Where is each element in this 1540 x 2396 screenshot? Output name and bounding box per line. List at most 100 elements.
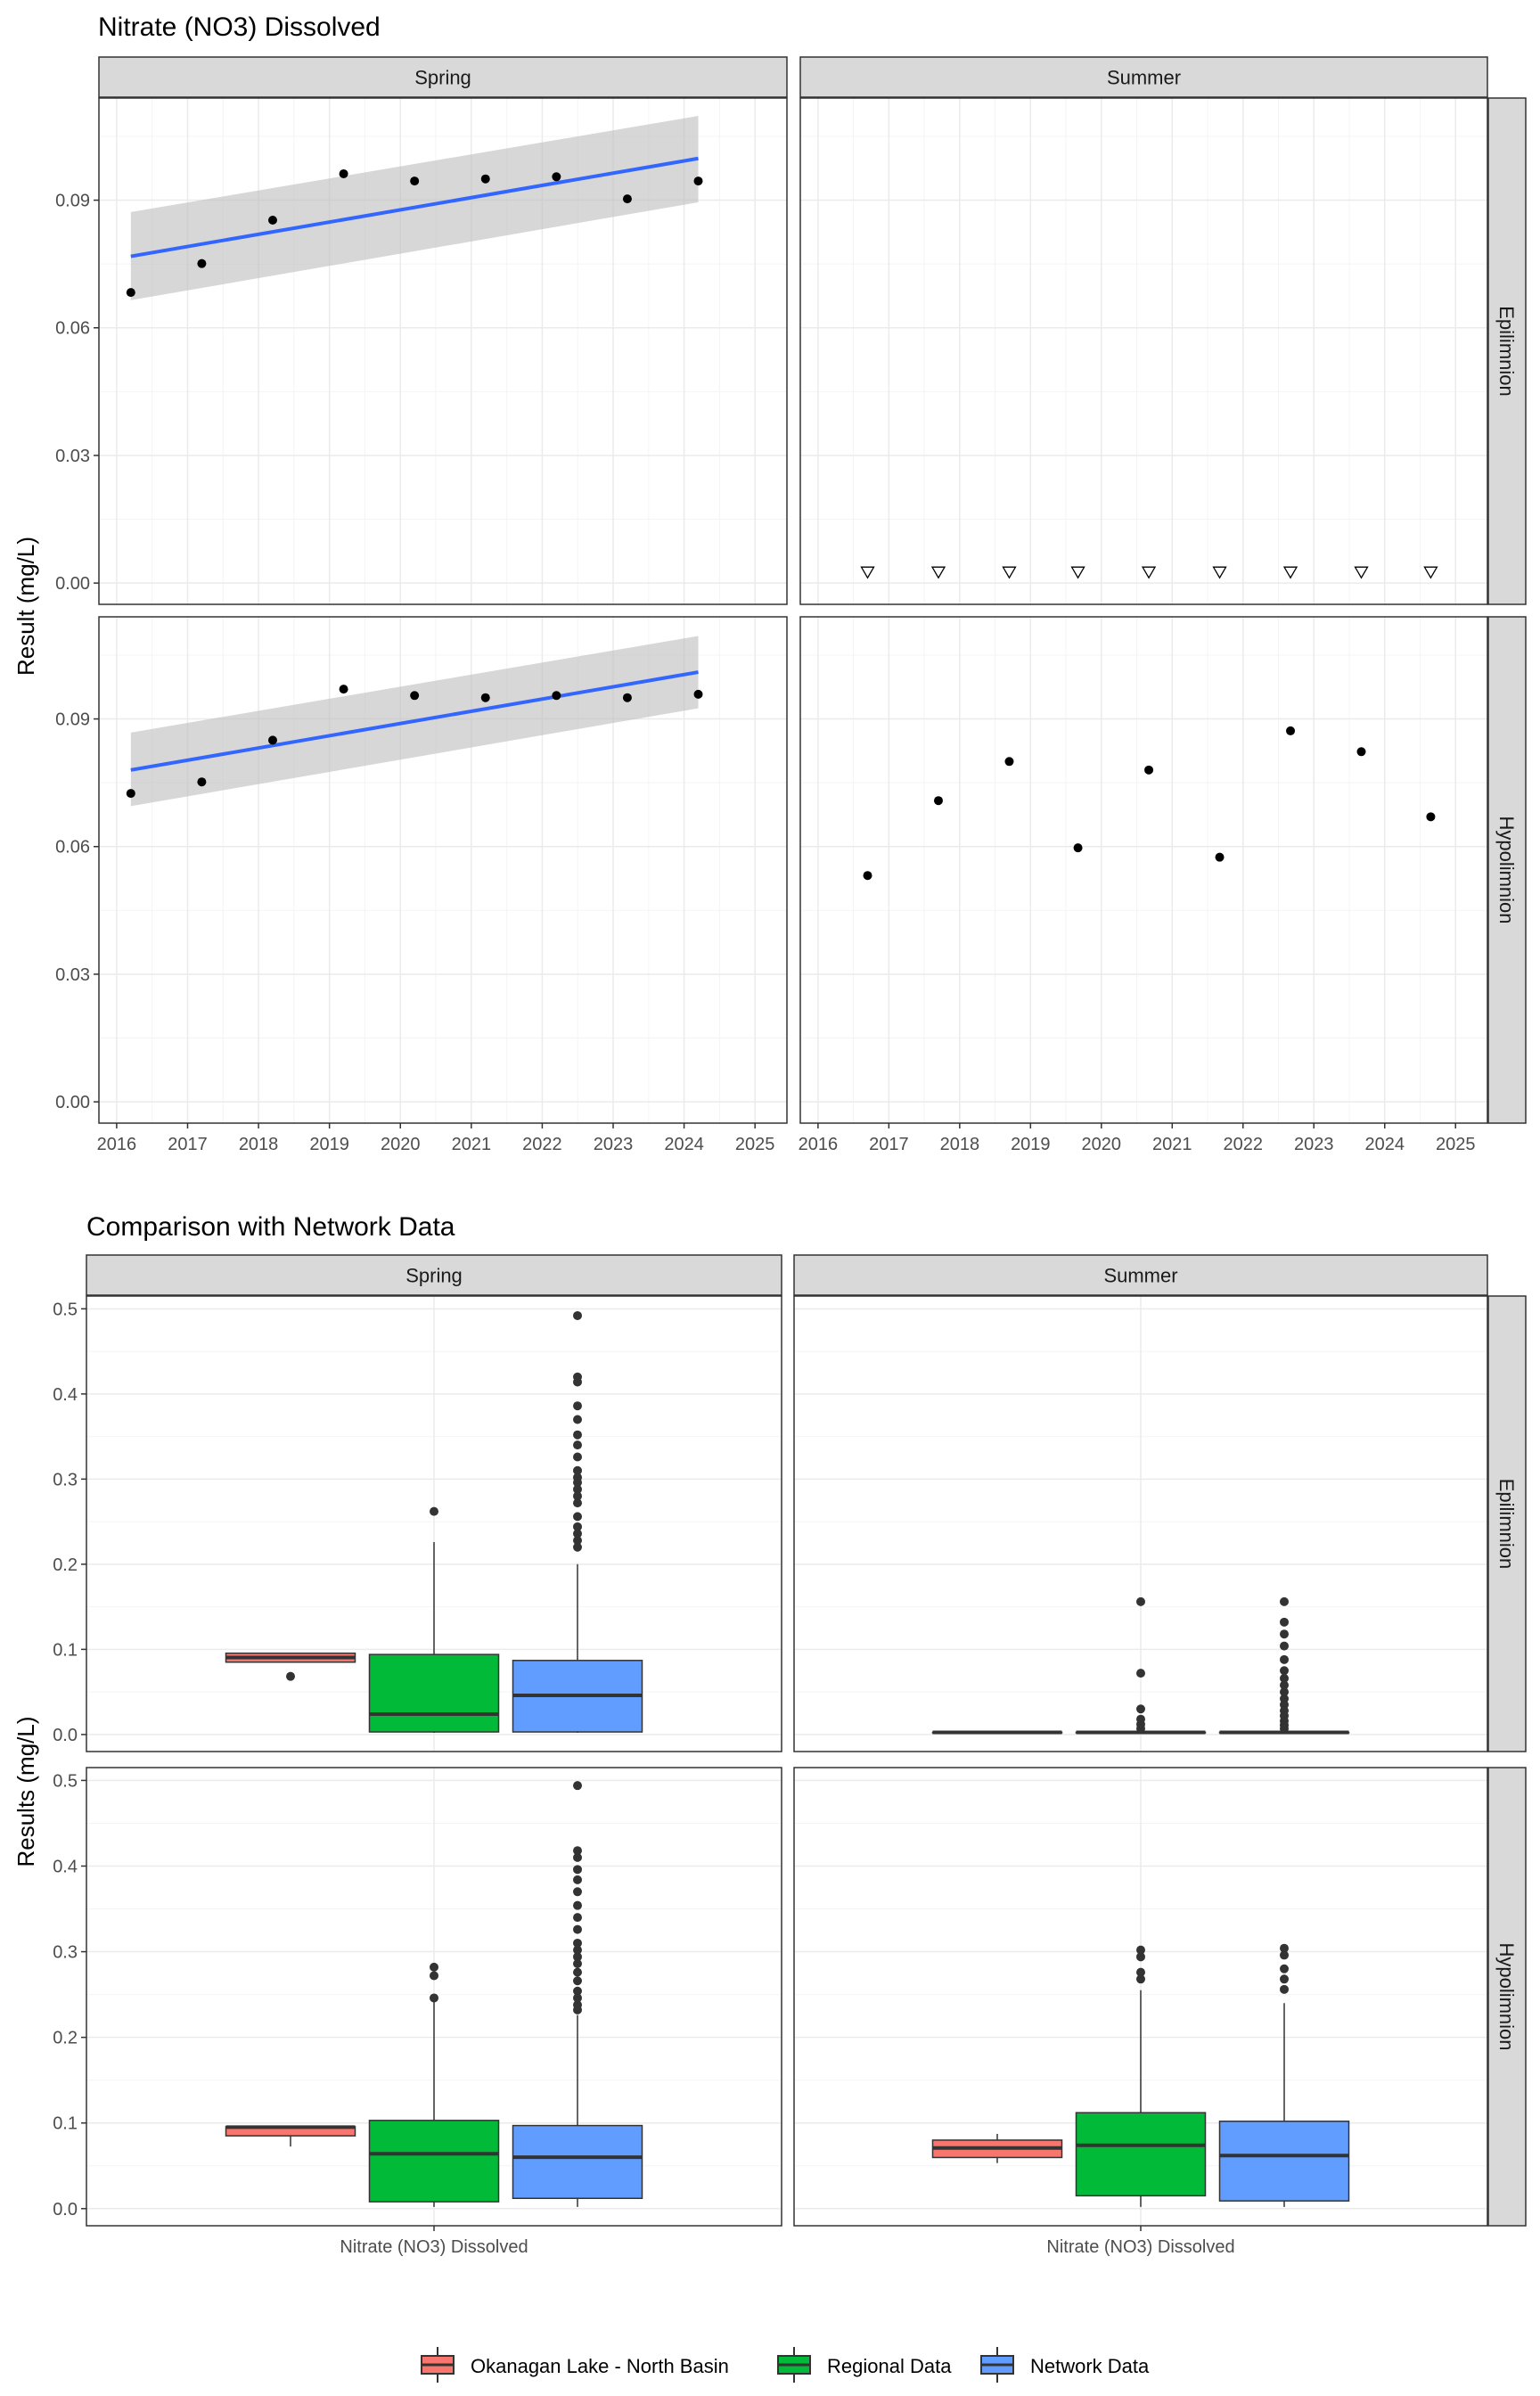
outlier-point (573, 1900, 582, 1910)
panel-summer-hypolimnion: Nitrate (NO3) Dissolved (793, 1767, 1488, 2257)
x-tick-label: 2017 (168, 1135, 208, 1154)
data-point (126, 789, 135, 799)
data-point (1215, 852, 1225, 862)
strip-label-hypolimnion: Hypolimnion (1495, 816, 1518, 923)
x-tick-label: 2016 (799, 1135, 839, 1154)
outlier-point (430, 1993, 438, 2003)
y-tick-label: 0.0 (53, 1726, 78, 1745)
outlier-point (573, 1401, 582, 1411)
outlier-point (1136, 1952, 1145, 1962)
outlier-point (573, 1865, 582, 1875)
x-tick-label: 2024 (1364, 1135, 1405, 1154)
outlier-point (430, 1506, 438, 1516)
outlier-point (573, 1993, 582, 2003)
data-point (552, 172, 561, 182)
legend-label-okanagan: Okanagan Lake - North Basin (471, 2355, 729, 2377)
strip-label-epilimnion: Epilimnion (1495, 1479, 1518, 1570)
below-detection-point (1002, 566, 1017, 579)
data-point (480, 693, 490, 702)
outlier-point (1280, 1680, 1289, 1690)
outlier-point (573, 2005, 582, 2014)
below-detection-point (930, 566, 946, 579)
outlier-point (430, 1971, 438, 1981)
outlier-point (1280, 1687, 1289, 1697)
outlier-point (573, 1377, 582, 1387)
outlier-point (573, 1913, 582, 1923)
y-tick-label: 0.4 (53, 1857, 78, 1876)
y-tick-label: 0.03 (55, 965, 90, 985)
outlier-point (573, 1887, 582, 1897)
below-detection-point (1212, 566, 1227, 579)
outlier-point (1136, 1945, 1145, 1955)
outlier-point (1280, 1641, 1289, 1651)
legend-entry-regional: Regional Data (777, 2347, 952, 2383)
y-tick-label: 0.4 (53, 1385, 78, 1405)
outlier-point (573, 1959, 582, 1969)
strip-top-spring (86, 1254, 782, 1296)
panel-summer-hypolimnion: 2016 2017 2018 2019 2020 2021 2022 2023 2024 2025 (799, 616, 1488, 1154)
outlier-point (1280, 1629, 1289, 1639)
data-point (1356, 747, 1366, 757)
data-point (1426, 812, 1436, 822)
outlier-point (573, 1522, 582, 1531)
outlier-point (573, 1952, 582, 1962)
outlier-point (1136, 1669, 1145, 1678)
chart-2-ylabel: Results (mg/L) (12, 1716, 39, 1867)
outlier-point (573, 1945, 582, 1955)
panel-summer-epilimnion (793, 1295, 1488, 1752)
below-detection-point (1354, 566, 1369, 579)
x-tick-label: 2020 (1082, 1135, 1122, 1154)
below-detection-point (1141, 566, 1157, 579)
x-tick-label: 2025 (735, 1135, 775, 1154)
y-tick-label: 0.00 (55, 1093, 90, 1112)
strip-label-hypolimnion: Hypolimnion (1495, 1942, 1518, 2050)
y-tick-label: 0.09 (55, 710, 90, 730)
x-tick-label: 2020 (381, 1135, 421, 1154)
chart-1-title: Nitrate (NO3) Dissolved (98, 12, 381, 42)
outlier-point (573, 1512, 582, 1522)
y-tick-label: 0.2 (53, 1555, 78, 1575)
x-tick-label: 2025 (1436, 1135, 1476, 1154)
x-tick-label: 2024 (664, 1135, 704, 1154)
strip-label-spring: Spring (405, 1265, 463, 1287)
legend-label-regional: Regional Data (827, 2355, 952, 2377)
strip-label-summer: Summer (1103, 1265, 1177, 1287)
below-detection-point (860, 566, 875, 579)
y-tick-label: 0.1 (53, 2114, 78, 2134)
trend-line (130, 156, 699, 258)
x-tick-label: 2021 (1152, 1135, 1192, 1154)
outlier-point (1280, 1950, 1289, 1960)
data-point (1286, 726, 1296, 735)
outlier-point (573, 1967, 582, 1977)
y-tick-label: 0.5 (53, 1771, 78, 1791)
box-regional-data (368, 1506, 500, 1733)
outlier-point (1136, 1596, 1145, 1606)
strip-top-summer (799, 56, 1488, 98)
y-tick-label: 0.06 (55, 319, 90, 339)
box-okanagan-lake-north-basin (931, 1730, 1063, 1735)
data-point (480, 174, 490, 184)
box-regional-data (368, 1962, 500, 2207)
x-tick-label: 2023 (594, 1135, 634, 1154)
data-point (267, 735, 277, 745)
panel-border (799, 616, 1488, 1124)
strip-right-hypolimnion (1487, 616, 1527, 1124)
box-iqr (368, 1653, 500, 1733)
panel-summer-epilimnion (799, 97, 1488, 605)
x-tick-label: 2022 (1224, 1135, 1264, 1154)
below-detection-point (1282, 566, 1298, 579)
x-tick-label: 2017 (869, 1135, 909, 1154)
outlier-point (573, 1465, 582, 1475)
chart-2-legend: Okanagan Lake - North Basin Regional Dat… (421, 2347, 1150, 2383)
outlier-point (573, 1415, 582, 1424)
strip-right-epilimnion (1487, 97, 1527, 605)
box-okanagan-lake-north-basin (225, 2125, 356, 2147)
y-tick-label: 0.1 (53, 1640, 78, 1660)
outlier-point (573, 1484, 582, 1494)
data-point (622, 194, 632, 204)
outlier-point (573, 1498, 582, 1508)
outlier-point (1136, 1724, 1145, 1734)
panel-border (98, 616, 788, 1124)
